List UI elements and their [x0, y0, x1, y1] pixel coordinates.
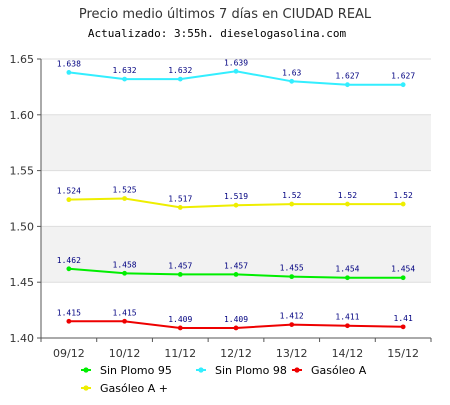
- data-label: 1.462: [57, 256, 81, 265]
- data-point: [289, 78, 295, 84]
- data-label: 1.627: [335, 72, 359, 81]
- data-point: [177, 76, 183, 82]
- data-point: [177, 325, 183, 331]
- data-label: 1.517: [168, 194, 192, 203]
- data-label: 1.639: [224, 58, 248, 67]
- data-point: [122, 76, 127, 82]
- data-label: 1.52: [394, 191, 413, 200]
- legend-swatch-marker: [83, 385, 89, 391]
- data-point: [233, 68, 239, 74]
- data-label: 1.409: [168, 315, 192, 324]
- data-label: 1.409: [224, 315, 248, 324]
- legend-item: Gasóleo A: [292, 364, 367, 377]
- data-label: 1.455: [280, 264, 304, 273]
- data-point: [66, 197, 72, 203]
- data-label: 1.52: [338, 191, 357, 200]
- series-group: 1.415 1.415 1.409 1.409 1.412 1.411 1.41: [57, 308, 413, 331]
- legend-item: Gasóleo A +: [81, 382, 168, 395]
- legend-label: Gasóleo A +: [100, 382, 168, 395]
- data-label: 1.457: [168, 261, 192, 270]
- data-label: 1.632: [113, 66, 137, 75]
- legend-label: Sin Plomo 98: [215, 364, 287, 377]
- data-point: [66, 318, 72, 324]
- x-tick-label: 11/12: [164, 347, 196, 360]
- data-label: 1.457: [224, 261, 248, 270]
- y-tick-label: 1.60: [10, 109, 35, 122]
- legend: Sin Plomo 95 Sin Plomo 98 Gasóleo A Gasóleo…: [81, 364, 367, 395]
- series-group: 1.524 1.525 1.517 1.519 1.52 1.52 1.52: [57, 186, 413, 210]
- x-tick-label: 13/12: [276, 347, 308, 360]
- data-point: [345, 82, 350, 88]
- legend-label: Sin Plomo 95: [100, 364, 172, 377]
- data-point: [345, 275, 350, 281]
- plot-background: [41, 58, 431, 339]
- x-tick-label: 14/12: [332, 347, 364, 360]
- chart-title: Precio medio últimos 7 días en CIUDAD RE…: [79, 7, 372, 22]
- plot-band: [41, 59, 431, 115]
- data-point: [289, 274, 295, 280]
- data-point: [177, 271, 183, 277]
- legend-swatch-marker: [294, 367, 300, 373]
- y-tick-label: 1.50: [10, 220, 35, 233]
- data-label: 1.454: [335, 265, 359, 274]
- data-label: 1.627: [391, 72, 415, 81]
- data-label: 1.412: [280, 312, 304, 321]
- data-point: [345, 323, 350, 329]
- y-tick-label: 1.65: [10, 53, 35, 66]
- y-tick-label: 1.40: [10, 332, 35, 345]
- x-tick-label: 09/12: [53, 347, 85, 360]
- legend-label: Gasóleo A: [311, 364, 367, 377]
- data-label: 1.525: [113, 186, 137, 195]
- data-point: [400, 201, 406, 207]
- x-axis: 09/12 10/12 11/12 12/12 13/12 14/12 15/12: [40, 337, 432, 360]
- data-point: [400, 82, 406, 88]
- y-tick-label: 1.55: [10, 165, 35, 178]
- data-point: [233, 271, 239, 277]
- data-label: 1.52: [282, 191, 301, 200]
- data-label: 1.454: [391, 265, 415, 274]
- data-point: [122, 270, 127, 276]
- legend-swatch-marker: [198, 367, 204, 373]
- data-point: [289, 201, 295, 207]
- series-group: 1.462 1.458 1.457 1.457 1.455 1.454 1.454: [57, 256, 415, 281]
- y-axis: 1.40 1.45 1.50 1.55 1.60 1.65: [10, 53, 42, 345]
- data-label: 1.632: [168, 66, 192, 75]
- data-label: 1.519: [224, 192, 248, 201]
- legend-item: Sin Plomo 95: [81, 364, 172, 377]
- data-label: 1.524: [57, 187, 81, 196]
- data-point: [177, 205, 183, 210]
- x-tick-label: 12/12: [220, 347, 252, 360]
- data-point: [400, 324, 406, 330]
- series-layer: 1.462 1.458 1.457 1.457 1.455 1.454 1.454 1.638…: [57, 58, 415, 331]
- x-tick-label: 15/12: [387, 347, 419, 360]
- data-point: [66, 69, 72, 75]
- data-point: [345, 201, 350, 207]
- data-point: [122, 318, 127, 324]
- plot-band: [41, 114, 431, 171]
- legend-swatch-marker: [83, 367, 89, 373]
- y-tick-label: 1.45: [10, 276, 35, 289]
- data-point: [289, 322, 295, 328]
- chart-subtitle: Actualizado: 3:55h. dieselogasolina.com: [88, 27, 347, 40]
- series-group: 1.638 1.632 1.632 1.639 1.63 1.627 1.627: [57, 58, 415, 88]
- data-label: 1.411: [335, 313, 359, 322]
- data-label: 1.63: [282, 68, 301, 77]
- data-point: [122, 196, 127, 201]
- data-point: [233, 325, 239, 331]
- data-label: 1.415: [113, 308, 137, 317]
- data-label: 1.458: [113, 260, 137, 269]
- legend-item: Sin Plomo 98: [196, 364, 287, 377]
- data-label: 1.41: [394, 314, 413, 323]
- data-label: 1.415: [57, 308, 81, 317]
- x-tick-label: 10/12: [109, 347, 141, 360]
- data-point: [400, 275, 406, 281]
- data-point: [233, 202, 239, 208]
- data-point: [66, 266, 72, 272]
- data-label: 1.638: [57, 59, 81, 68]
